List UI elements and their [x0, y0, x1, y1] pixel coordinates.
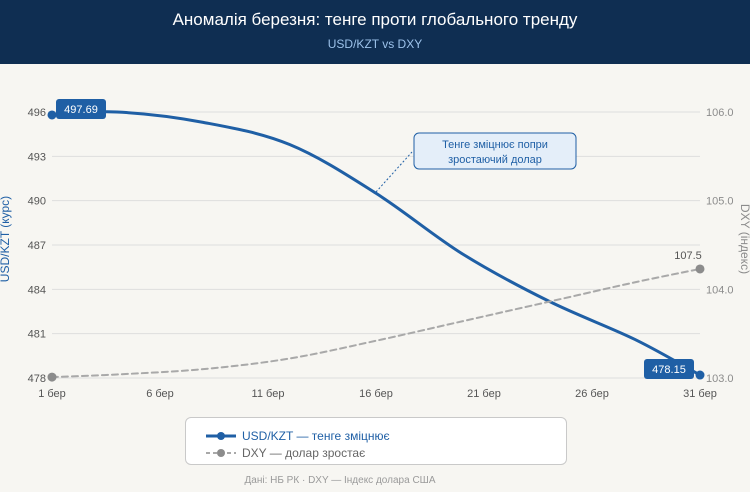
left-axis-ticks: 478 481 484 487 490 493 496 — [28, 107, 46, 385]
x-tick-label: 11 бер — [252, 388, 285, 400]
x-tick-label: 26 бер — [575, 388, 609, 400]
annotation-box — [413, 132, 577, 170]
left-tick-label: 484 — [28, 284, 46, 296]
chart-title: Аномалія березня: тенге проти глобальног… — [172, 10, 578, 29]
legend-swatch-dxy — [206, 449, 236, 457]
right-axis-ticks: 103.0 104.0 105.0 106.0 — [706, 107, 734, 385]
header-bar: Аномалія березня: тенге проти глобальног… — [0, 0, 750, 64]
annotation: Тенге зміцнює попри зростаючий долар — [375, 132, 577, 193]
legend-swatch-usdkzt — [206, 432, 236, 440]
legend-label-usdkzt: USD/KZT — тенге зміцнює — [242, 429, 390, 443]
x-axis-ticks: 1 бер 6 бер 11 бер 16 бер 21 бер 26 бер 31 бер — [38, 388, 717, 400]
legend: USD/KZT — тенге зміцнює DXY — долар зрос… — [185, 417, 567, 465]
right-axis-label: DXY (індекс) — [738, 204, 750, 274]
right-tick-label: 105.0 — [706, 196, 734, 208]
source-note: Дані: НБ РК · DXY — Індекс долара США — [244, 475, 436, 486]
x-tick-label: 6 бер — [146, 388, 174, 400]
grid-lines — [52, 111, 700, 379]
point-label: 497.69 — [64, 104, 98, 116]
right-tick-label: 106.0 — [706, 107, 734, 119]
right-tick-label: 104.0 — [706, 284, 734, 296]
chart-subtitle: USD/KZT vs DXY — [327, 37, 423, 51]
point-label-box — [56, 98, 106, 119]
point-label: 107.5 — [674, 250, 702, 262]
point-label-layer: 497.69 478.15 107.5 — [56, 98, 702, 380]
x-tick-label: 21 бер — [467, 388, 501, 400]
legend-label-dxy: DXY — долар зростає — [242, 446, 366, 460]
annotation-line-2: зростаючий долар — [448, 154, 542, 166]
annotation-connector — [375, 151, 413, 193]
series-line-usdkzt — [50, 110, 702, 377]
point-label-box — [644, 359, 694, 380]
point-label: 478.15 — [652, 364, 686, 376]
left-tick-label: 487 — [28, 240, 46, 252]
series-layer — [47, 110, 705, 382]
left-tick-label: 490 — [28, 196, 46, 208]
x-tick-label: 31 бер — [683, 388, 717, 400]
left-tick-label: 493 — [28, 151, 46, 163]
series-point — [695, 370, 705, 380]
series-line-dxy — [51, 267, 701, 379]
series-point — [695, 264, 705, 274]
left-tick-label: 478 — [28, 373, 46, 385]
left-axis-label: USD/KZT (курс) — [0, 196, 12, 282]
x-tick-label: 1 бер — [38, 388, 66, 400]
left-tick-label: 496 — [28, 107, 46, 119]
annotation-line-1: Тенге зміцнює попри — [442, 139, 548, 151]
series-point — [47, 372, 57, 382]
x-tick-label: 16 бер — [359, 388, 393, 400]
right-tick-label: 103.0 — [706, 373, 734, 385]
series-point — [47, 110, 57, 120]
left-tick-label: 481 — [28, 329, 46, 341]
